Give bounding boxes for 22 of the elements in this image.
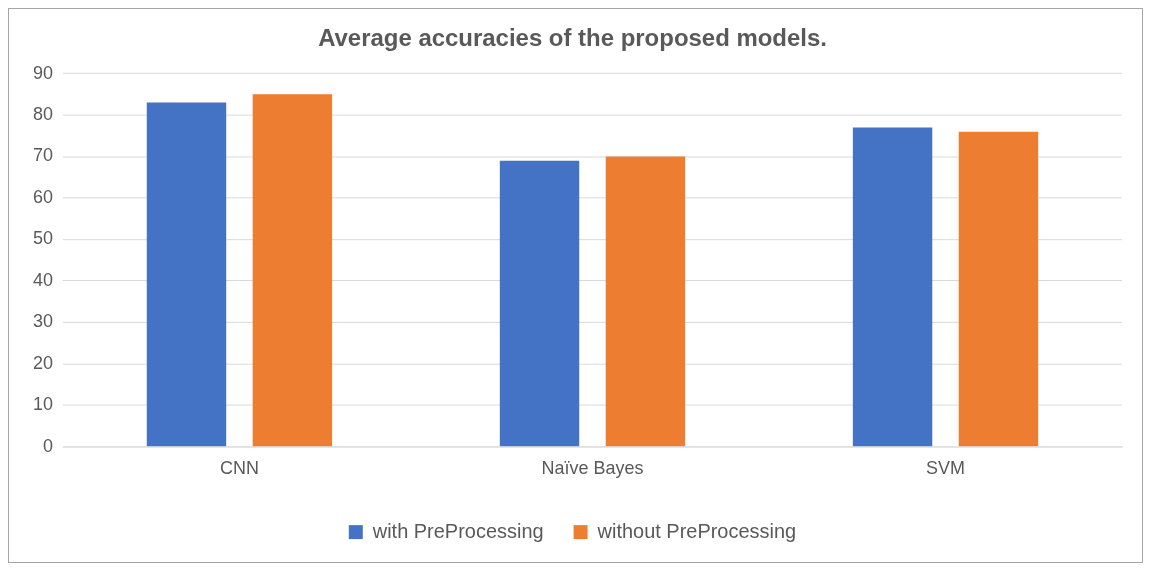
bar (605, 156, 686, 447)
bar (146, 102, 227, 447)
chart-title: Average accuracies of the proposed models. (318, 23, 827, 51)
y-tick-label: 90 (32, 62, 53, 83)
y-tick-label: 20 (32, 352, 53, 373)
y-tick-label: 70 (32, 145, 53, 166)
bar (499, 160, 580, 447)
bar (852, 127, 933, 447)
y-tick-label: 10 (32, 394, 53, 415)
y-tick-label: 50 (32, 228, 53, 249)
x-tick-label: SVM (926, 458, 965, 479)
bar (958, 131, 1039, 447)
y-tick-label: 0 (42, 435, 53, 456)
y-tick-label: 80 (32, 104, 53, 124)
bar (252, 94, 333, 447)
y-tick-label: 30 (32, 311, 53, 332)
x-tick-label: Naïve Bayes (541, 458, 644, 479)
legend-label: with PreProcessing (371, 519, 544, 542)
y-tick-label: 40 (32, 269, 53, 290)
x-tick-label: CNN (219, 458, 259, 479)
legend-label: without PreProcessing (596, 519, 797, 542)
y-tick-label: 60 (32, 186, 53, 207)
